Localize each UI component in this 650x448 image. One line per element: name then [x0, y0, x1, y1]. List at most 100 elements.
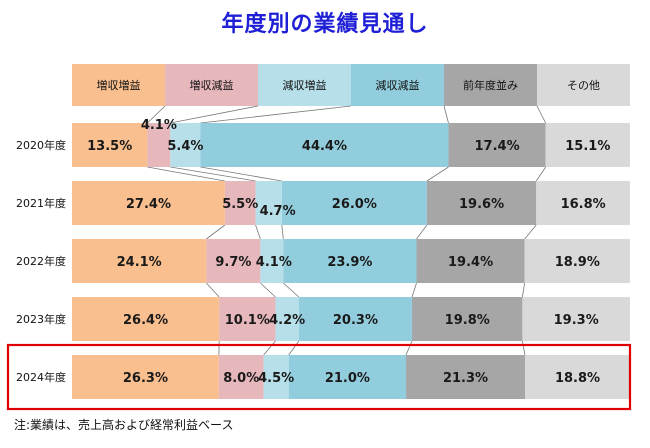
data-label-2-4: 19.4%	[448, 255, 493, 270]
connector-line	[281, 224, 284, 240]
data-label-2-3: 23.9%	[327, 255, 372, 270]
connector-line	[283, 282, 300, 298]
connector-line	[260, 282, 276, 298]
bar-segment-4-3	[288, 355, 407, 399]
bar-segment-4-5	[524, 355, 630, 399]
data-label-0-1: 4.1%	[141, 118, 177, 133]
bar-segment-1-2	[255, 181, 282, 225]
connector-lines	[147, 105, 547, 356]
category-label-4: 2024年度	[16, 370, 66, 384]
connector-line	[147, 105, 166, 124]
legend-swatch-1	[165, 64, 258, 106]
connector-line	[170, 105, 259, 124]
bar-segment-4-4	[406, 355, 525, 399]
legend-label-5: その他	[567, 79, 600, 92]
bar-segment-3-3	[298, 297, 413, 341]
bar-segment-4-1	[218, 355, 264, 399]
bar-segment-3-0	[72, 297, 220, 341]
connector-line	[416, 224, 428, 240]
bar-segment-4-2	[263, 355, 289, 399]
bar-segment-0-0	[72, 123, 148, 167]
connector-line	[288, 340, 300, 356]
data-label-2-0: 24.1%	[117, 255, 162, 270]
category-label-3: 2023年度	[16, 312, 66, 326]
data-label-3-4: 19.8%	[445, 313, 490, 328]
bar-segment-2-2	[260, 239, 284, 283]
data-label-1-4: 19.6%	[459, 197, 504, 212]
data-label-1-3: 26.0%	[332, 197, 377, 212]
legend-swatch-5	[537, 64, 630, 106]
connector-line	[170, 166, 256, 182]
data-label-0-0: 13.5%	[87, 139, 132, 154]
connector-line	[255, 224, 261, 240]
chart-title: 年度別の業績見通し	[221, 12, 429, 37]
legend-label-2: 減収増益	[283, 78, 327, 92]
data-label-2-5: 18.9%	[555, 255, 600, 270]
connector-line	[206, 282, 220, 298]
data-label-3-1: 10.1%	[225, 313, 270, 328]
legend-swatch-0	[72, 64, 165, 106]
data-label-3-5: 19.3%	[554, 313, 599, 328]
bar-segment-0-1	[147, 123, 171, 167]
connector-line	[263, 340, 276, 356]
connector-line	[522, 340, 526, 356]
data-label-0-2: 5.4%	[167, 139, 203, 154]
legend-swatch-4	[444, 64, 537, 106]
data-label-0-4: 17.4%	[475, 139, 520, 154]
data-label-4-0: 26.3%	[123, 371, 168, 386]
bar-segment-0-3	[200, 123, 449, 167]
connector-line	[405, 340, 413, 356]
legend-label-3: 減収減益	[376, 78, 420, 92]
category-label-0: 2020年度	[16, 138, 66, 152]
category-label-1: 2021年度	[16, 196, 66, 210]
data-label-0-3: 44.4%	[302, 139, 347, 154]
data-label-4-5: 18.8%	[555, 371, 600, 386]
connector-line	[536, 105, 547, 124]
highlight-box	[6, 343, 632, 411]
category-label-2: 2022年度	[16, 254, 66, 268]
bar-segment-4-0	[72, 355, 219, 399]
data-label-2-1: 9.7%	[215, 255, 251, 270]
bar-segment-2-0	[72, 239, 207, 283]
data-label-3-0: 26.4%	[123, 313, 168, 328]
bar-segment-1-4	[426, 181, 537, 225]
connector-line	[200, 105, 352, 124]
bar-segment-2-4	[416, 239, 525, 283]
connector-line	[524, 224, 537, 240]
data-label-4-3: 21.0%	[325, 371, 370, 386]
bar-segment-2-5	[524, 239, 630, 283]
connector-line	[443, 105, 449, 124]
data-label-4-4: 21.3%	[443, 371, 488, 386]
data-label-0-5: 15.1%	[565, 139, 610, 154]
data-label-3-2: 4.2%	[269, 313, 305, 328]
data-label-2-2: 4.1%	[256, 255, 292, 270]
bar-segment-3-2	[275, 297, 299, 341]
connector-line	[200, 166, 282, 182]
legend-label-0: 増収増益	[97, 78, 141, 92]
connector-line	[206, 224, 226, 240]
bar-segment-1-1	[224, 181, 256, 225]
bar-segment-3-5	[522, 297, 630, 341]
legend-label-1: 増収減益	[190, 78, 234, 92]
legend-label-4: 前年度並み	[463, 78, 518, 92]
bar-segment-0-4	[448, 123, 546, 167]
bar-segment-1-0	[72, 181, 225, 225]
legend-swatch-2	[258, 64, 351, 106]
legend-swatch-3	[351, 64, 444, 106]
bar-segment-2-3	[283, 239, 417, 283]
bar-segment-0-2	[170, 123, 201, 167]
bar-segment-3-1	[219, 297, 276, 341]
connector-line	[147, 166, 225, 182]
bar-segment-0-5	[545, 123, 630, 167]
connector-line	[522, 282, 526, 298]
data-label-1-0: 27.4%	[126, 197, 171, 212]
bar-segment-1-3	[281, 181, 427, 225]
connector-line	[535, 166, 546, 182]
data-label-1-1: 5.5%	[222, 197, 258, 212]
bar-segment-3-4	[412, 297, 523, 341]
data-label-1-2: 4.7%	[260, 204, 296, 219]
data-label-1-5: 16.8%	[561, 197, 606, 212]
data-label-3-3: 20.3%	[333, 313, 378, 328]
data-label-4-2: 4.5%	[258, 371, 294, 386]
